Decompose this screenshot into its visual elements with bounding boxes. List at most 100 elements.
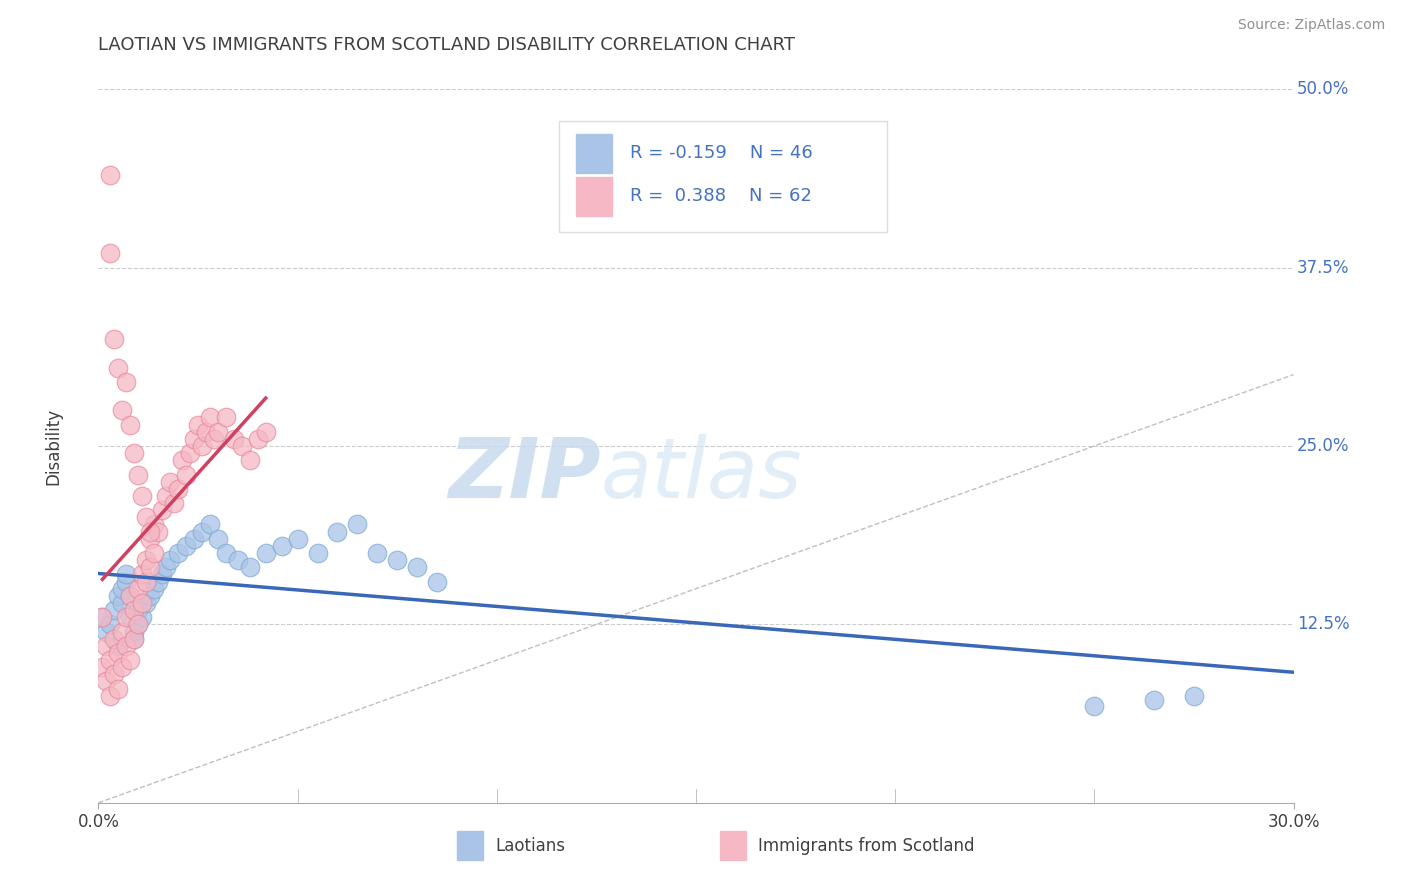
Point (191, 524, 214, 539)
Text: atlas: atlas (600, 434, 801, 515)
Point (1143, 693, 1166, 707)
Point (111, 403, 134, 417)
Text: 12.5%: 12.5% (1298, 615, 1350, 633)
Point (172, 453, 194, 467)
Point (155, 489, 177, 503)
Point (98, 689, 122, 703)
Point (270, 539, 292, 553)
Point (198, 410, 221, 425)
Point (246, 432, 269, 446)
Point (167, 482, 190, 496)
Point (163, 496, 186, 510)
Point (103, 632, 125, 646)
Point (198, 517, 221, 532)
Point (183, 532, 205, 546)
Text: 37.5%: 37.5% (1298, 259, 1350, 277)
Point (254, 546, 277, 560)
Point (127, 617, 149, 632)
Point (107, 646, 129, 660)
Point (143, 517, 166, 532)
Text: Source: ZipAtlas.com: Source: ZipAtlas.com (1237, 18, 1385, 32)
Text: ZIP: ZIP (447, 434, 600, 515)
Point (107, 360, 129, 375)
Point (98, 246, 122, 260)
Point (127, 582, 149, 596)
Point (96, 674, 118, 689)
Point (131, 610, 153, 624)
Point (135, 510, 157, 524)
Point (135, 553, 157, 567)
Point (91, 610, 114, 624)
Point (115, 567, 138, 582)
Point (174, 467, 197, 482)
Point (179, 446, 201, 460)
Point (139, 589, 162, 603)
Point (150, 567, 173, 582)
Text: 25.0%: 25.0% (1298, 437, 1350, 455)
Point (103, 332, 125, 346)
Point (143, 582, 166, 596)
Point (124, 624, 146, 639)
Text: LAOTIAN VS IMMIGRANTS FROM SCOTLAND DISABILITY CORRELATION CHART: LAOTIAN VS IMMIGRANTS FROM SCOTLAND DISA… (98, 36, 796, 54)
Point (366, 546, 388, 560)
Text: R =  0.388    N = 62: R = 0.388 N = 62 (630, 187, 813, 205)
Point (202, 432, 225, 446)
Point (127, 617, 149, 632)
Point (139, 524, 162, 539)
Point (111, 582, 134, 596)
Text: Laotians: Laotians (495, 837, 565, 855)
Point (120, 610, 142, 624)
Point (174, 539, 197, 553)
Point (406, 560, 429, 574)
Point (111, 596, 134, 610)
Point (120, 417, 142, 432)
Point (98, 617, 122, 632)
Point (139, 532, 162, 546)
Point (148, 574, 170, 589)
Point (1083, 698, 1105, 713)
Point (167, 546, 190, 560)
Point (115, 610, 138, 624)
Point (107, 589, 129, 603)
Point (115, 639, 138, 653)
Point (115, 375, 138, 389)
Text: Disability: Disability (44, 408, 62, 484)
Point (98, 653, 122, 667)
Point (307, 546, 329, 560)
Point (131, 567, 153, 582)
Point (239, 560, 262, 574)
Text: 50.0%: 50.0% (1298, 80, 1350, 98)
Point (120, 589, 142, 603)
Point (215, 546, 238, 560)
Point (346, 517, 368, 532)
Point (120, 653, 142, 667)
Point (150, 503, 173, 517)
Point (326, 524, 349, 539)
Point (120, 589, 142, 603)
Point (222, 432, 245, 446)
Point (127, 603, 149, 617)
Point (96, 639, 118, 653)
Point (124, 632, 146, 646)
Point (135, 574, 157, 589)
Point (195, 425, 218, 439)
Point (103, 603, 125, 617)
Point (131, 596, 153, 610)
Bar (720, 831, 747, 860)
Point (385, 553, 409, 567)
Point (143, 546, 166, 560)
Bar (576, 134, 613, 173)
Bar (457, 831, 484, 860)
Point (107, 639, 129, 653)
Point (159, 553, 181, 567)
Point (191, 439, 214, 453)
Point (226, 553, 249, 567)
Point (107, 681, 129, 696)
Point (98, 168, 122, 182)
Point (111, 624, 134, 639)
Point (131, 489, 153, 503)
Point (127, 467, 149, 482)
Point (91, 660, 114, 674)
Point (135, 596, 157, 610)
Point (207, 532, 229, 546)
